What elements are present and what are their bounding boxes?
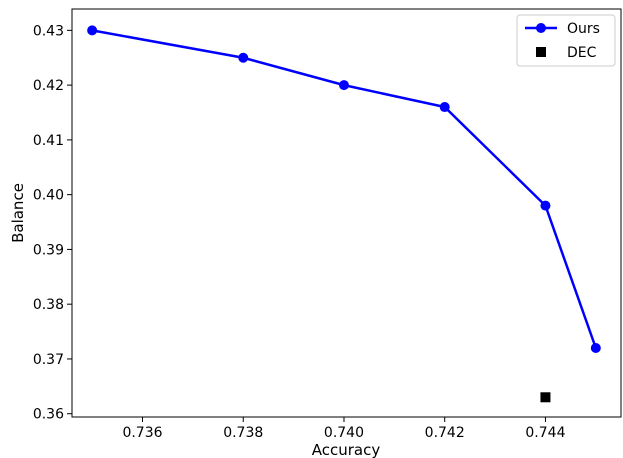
plot-frame [71, 8, 622, 418]
legend-ours-marker [536, 23, 546, 33]
legend-ours-label: Ours [567, 21, 600, 37]
data-point-ours [540, 200, 551, 211]
x-axis-ticks: 0.736 0.738 0.740 0.742 0.744 [122, 417, 566, 441]
legend-dec-marker [536, 47, 546, 57]
series-line-ours [91, 29, 597, 349]
x-tick-label: 0.738 [223, 425, 263, 441]
series-layer [87, 25, 601, 403]
y-tick-label: 0.38 [33, 297, 64, 313]
y-tick-label: 0.37 [33, 352, 64, 368]
x-tick-label: 0.736 [122, 425, 162, 441]
data-point-ours [590, 342, 601, 353]
data-point-ours [87, 25, 98, 36]
data-point-ours [238, 52, 249, 63]
y-tick-label: 0.36 [33, 407, 64, 423]
y-tick-label: 0.40 [33, 188, 64, 204]
legend-box [516, 14, 616, 67]
x-tick-label: 0.744 [525, 425, 565, 441]
y-tick-label: 0.43 [33, 23, 64, 39]
y-tick-label: 0.39 [33, 242, 64, 258]
y-axis-ticks: 0.36 0.37 0.38 0.39 0.40 0.41 0.42 0.43 [33, 23, 72, 423]
data-point-dec [540, 392, 551, 403]
x-tick-label: 0.742 [425, 425, 465, 441]
y-tick-label: 0.42 [33, 78, 64, 94]
x-axis-label: Accuracy [312, 441, 381, 458]
data-point-ours [439, 102, 450, 113]
data-point-ours [338, 80, 349, 91]
y-axis-label: Balance [9, 183, 27, 243]
y-tick-label: 0.41 [33, 133, 64, 149]
legend: Ours DEC [516, 14, 616, 67]
legend-dec-label: DEC [567, 45, 597, 61]
x-tick-label: 0.740 [324, 425, 364, 441]
